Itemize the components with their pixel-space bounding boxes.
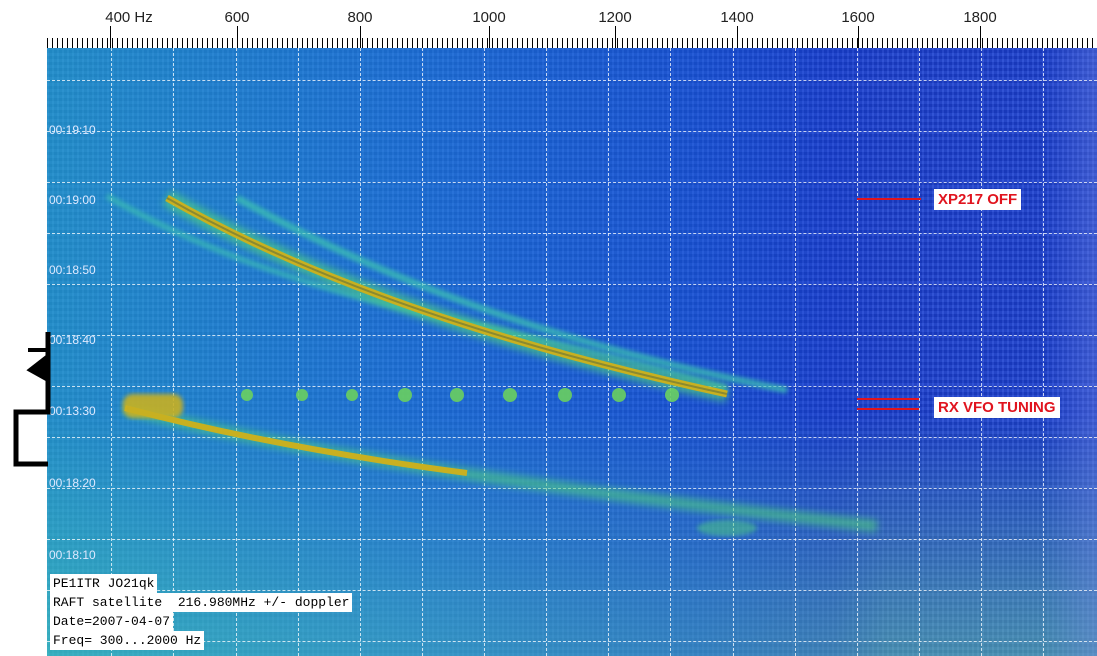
noise-patch — [697, 520, 757, 536]
grid-line-vertical — [360, 48, 361, 656]
tuning-blob — [123, 394, 183, 418]
grid-line-horizontal — [47, 131, 1097, 132]
waterfall-spectrogram: 00:19:10 00:19:00 00:18:50 00:18:40 00:1… — [47, 48, 1097, 656]
signal-traces — [105, 191, 878, 536]
grid-line-horizontal — [47, 437, 1097, 438]
callsign-locator: PE1ITR JO21qk — [50, 574, 158, 593]
grid-line-vertical — [608, 48, 609, 656]
time-label: 00:19:00 — [49, 193, 96, 207]
doppler-trace-second — [124, 405, 468, 476]
grid-line-horizontal — [47, 182, 1097, 183]
grid-line-horizontal — [47, 641, 1097, 642]
bracket-marker-icon — [13, 332, 51, 467]
grid-line-horizontal — [47, 284, 1097, 285]
info-box: PE1ITR JO21qk RAFT satellite 216.980MHz … — [50, 574, 353, 650]
major-tick — [237, 26, 238, 48]
grid-line-vertical — [857, 48, 858, 656]
grid-line-horizontal — [47, 590, 1097, 591]
time-label: 00:18:20 — [49, 476, 96, 490]
freq-label-1000: 1000 — [472, 9, 506, 26]
grid-line-vertical — [670, 48, 671, 656]
tuning-dots — [241, 388, 679, 402]
grid-line-vertical — [298, 48, 299, 656]
major-tick — [360, 26, 361, 48]
grid-line-vertical — [919, 48, 920, 656]
grid-line-horizontal — [47, 80, 1097, 81]
grid-line-vertical — [236, 48, 237, 656]
time-label: 00:18:40 — [49, 333, 96, 347]
freq-range-info: Freq= 300...2000 Hz — [50, 631, 205, 650]
major-tick — [489, 26, 490, 48]
grid-line-vertical — [111, 48, 112, 656]
time-label: 00:19:10 — [49, 123, 96, 137]
major-tick — [615, 26, 616, 48]
major-tick — [110, 26, 111, 48]
major-tick — [737, 26, 738, 48]
grid-line-horizontal — [47, 386, 1097, 387]
grid-line-vertical — [981, 48, 982, 656]
rx-vfo-marker-upper — [857, 398, 919, 400]
grid-line-vertical — [1043, 48, 1044, 656]
time-label: 00:13:30 — [49, 404, 96, 418]
xp217-off-marker — [857, 198, 921, 200]
grid-line-vertical — [422, 48, 423, 656]
grid-line-vertical — [173, 48, 174, 656]
freq-label-400: 400 Hz — [105, 9, 153, 26]
freq-label-800: 800 — [347, 9, 373, 26]
freq-label-600: 600 — [224, 9, 250, 26]
doppler-trace-faint-upper — [235, 194, 788, 394]
major-tick — [980, 26, 981, 48]
freq-label-1200: 1200 — [598, 9, 632, 26]
rx-vfo-tuning-callout: RX VFO TUNING — [934, 397, 1060, 418]
grid-line-horizontal — [47, 539, 1097, 540]
major-tick — [858, 26, 859, 48]
freq-label-1400: 1400 — [720, 9, 754, 26]
satellite-info: RAFT satellite 216.980MHz +/- doppler — [50, 593, 353, 612]
grid-line-vertical — [733, 48, 734, 656]
grid-line-horizontal — [47, 233, 1097, 234]
date-info: Date=2007-04-07 — [50, 612, 174, 631]
rx-vfo-marker-lower — [857, 408, 919, 410]
doppler-trace-main-core — [166, 197, 728, 395]
xp217-off-callout: XP217 OFF — [934, 189, 1022, 210]
time-label: 00:18:50 — [49, 263, 96, 277]
freq-label-1600: 1600 — [841, 9, 875, 26]
grid-line-vertical — [484, 48, 485, 656]
grid-line-vertical — [795, 48, 796, 656]
time-label: 00:18:10 — [49, 548, 96, 562]
frequency-ruler — [47, 30, 1097, 49]
doppler-trace-second-glow — [123, 402, 878, 532]
freq-label-1800: 1800 — [963, 9, 997, 26]
frequency-scale: 400 Hz 600 800 1000 1200 1400 1600 1800 — [0, 0, 1097, 49]
